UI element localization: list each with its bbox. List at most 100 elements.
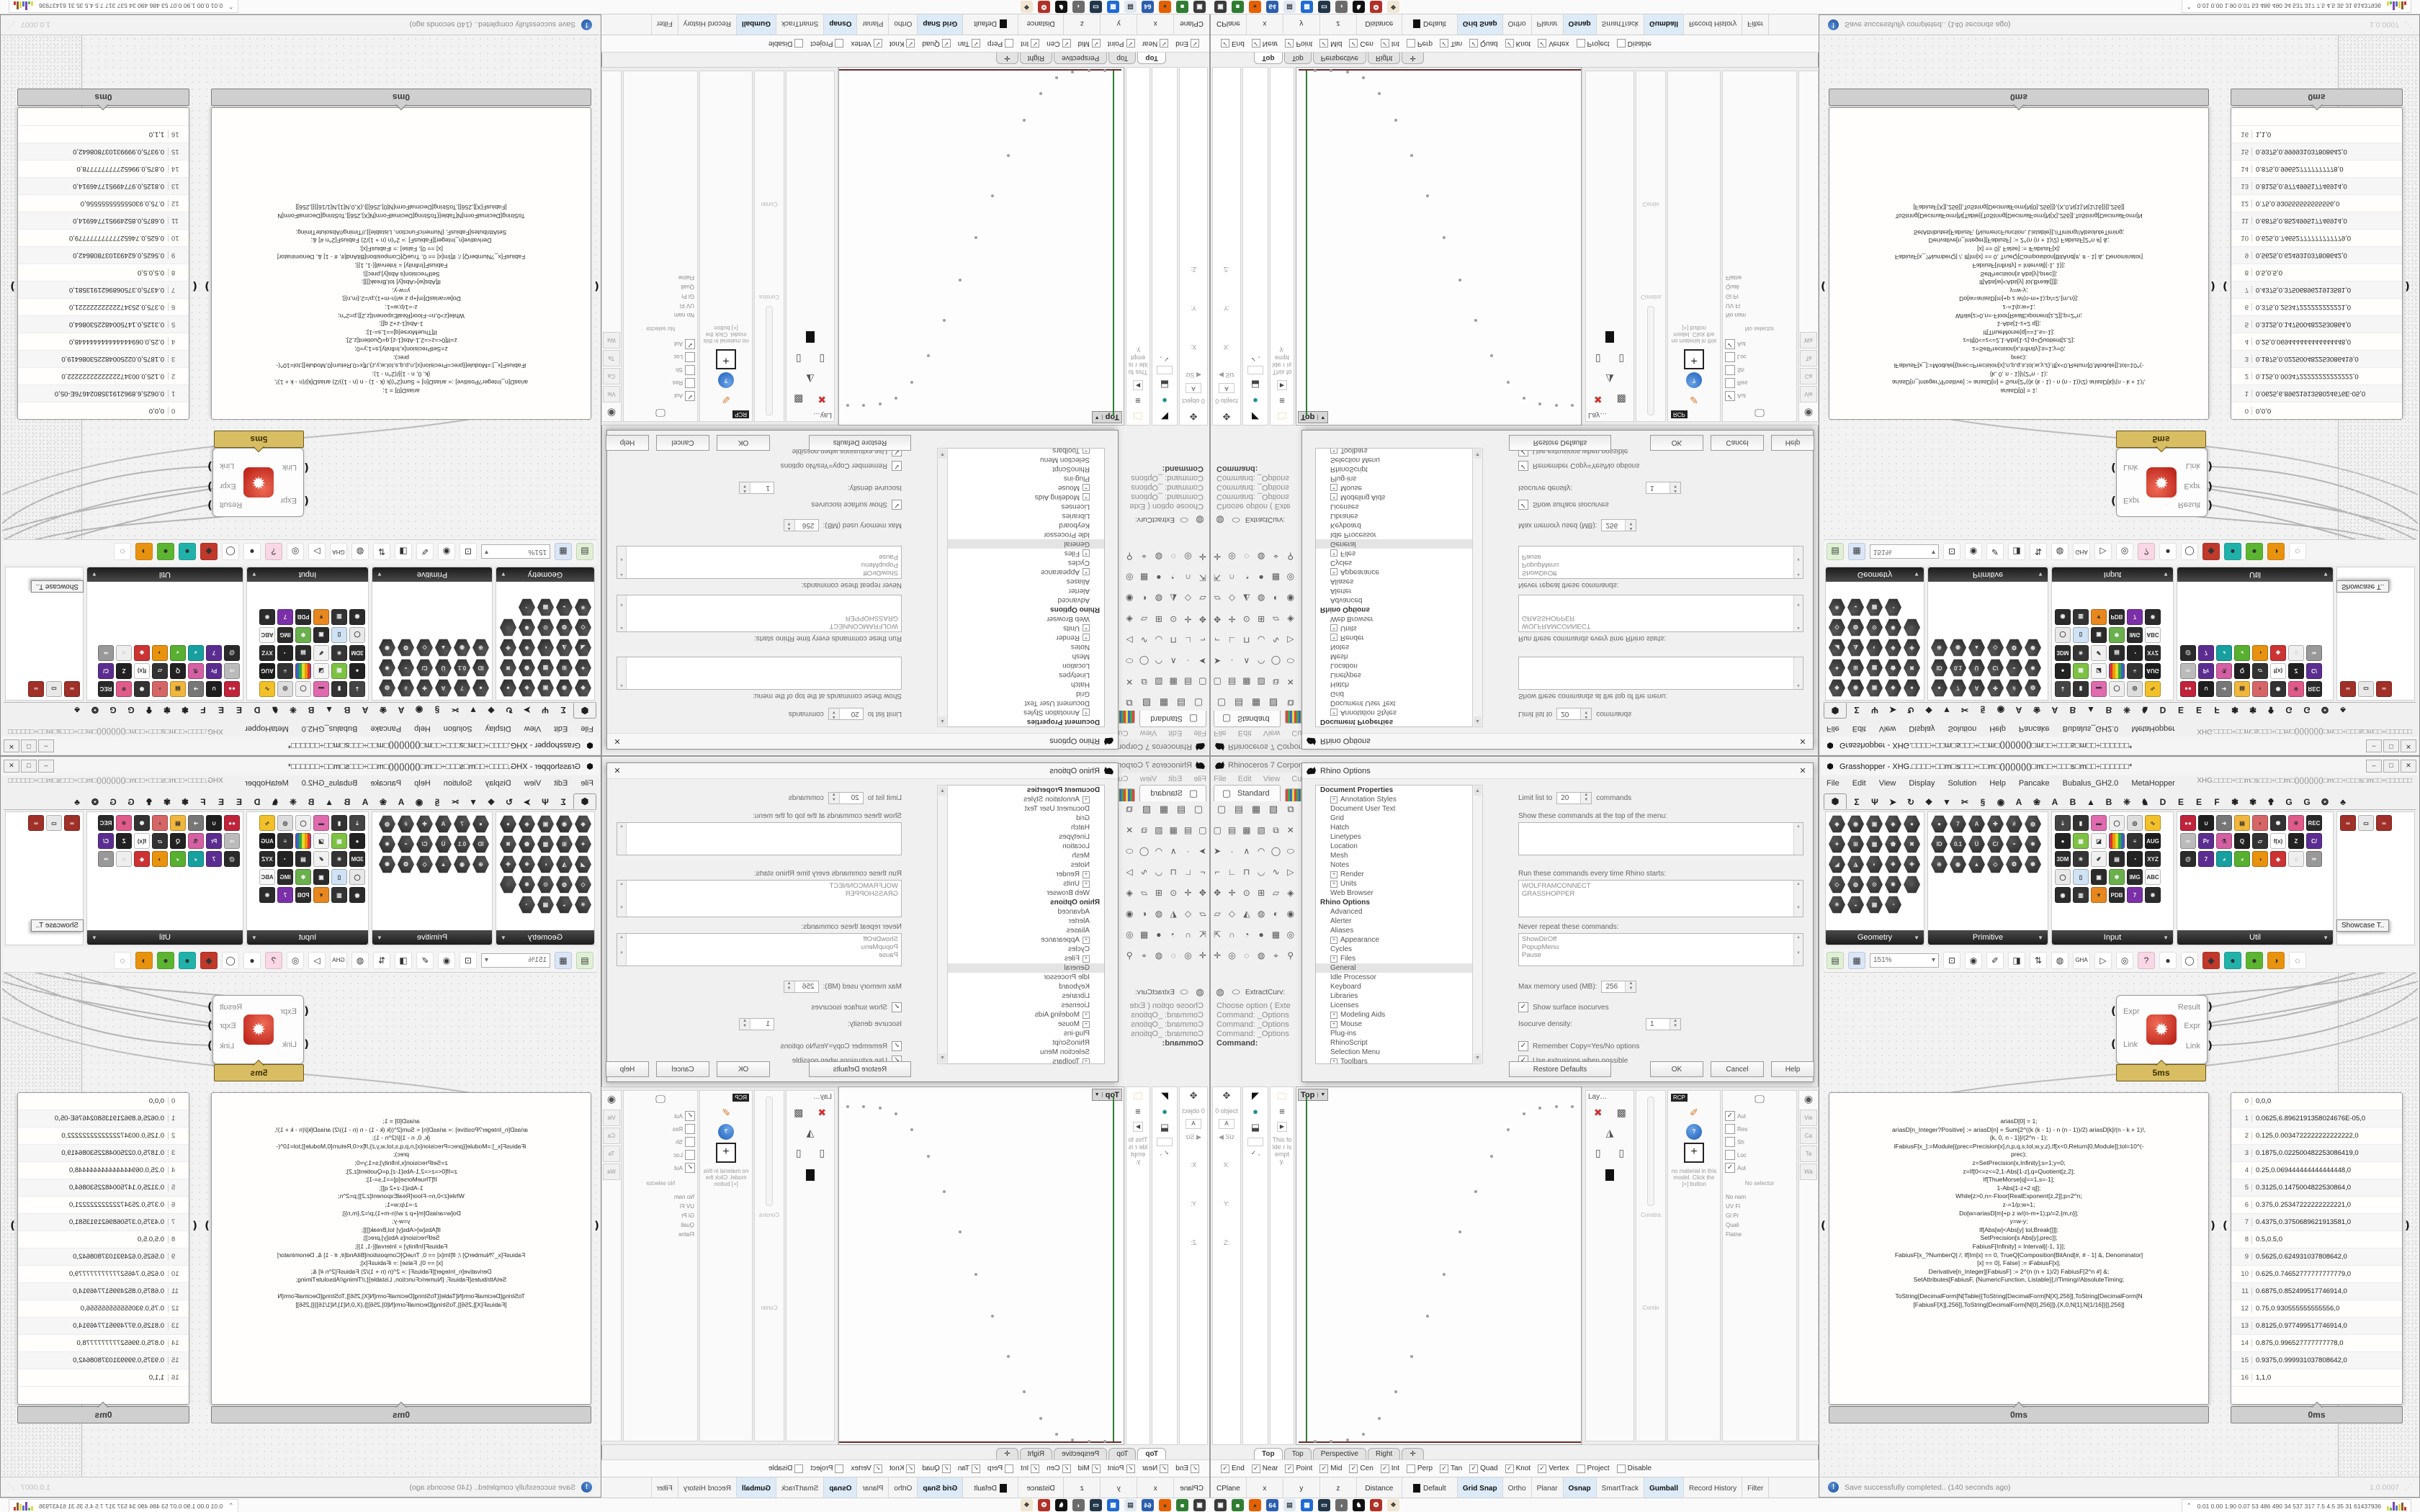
component-icon[interactable]: ◯ xyxy=(295,815,311,831)
textarea-scrollbar[interactable]: ▲ ▼ xyxy=(617,881,627,917)
expand-arrow[interactable]: ▶ xyxy=(1133,1122,1143,1132)
tool-icon[interactable]: ▱ xyxy=(1199,909,1206,919)
expand-plus-icon[interactable]: + xyxy=(1330,624,1337,632)
tool-icon[interactable]: ∧ xyxy=(1170,656,1177,666)
textarea-scrollbar[interactable]: ▲ ▼ xyxy=(1793,881,1803,917)
component-icon[interactable]: C/ xyxy=(1987,835,2004,853)
component-icon[interactable]: ∿ xyxy=(2145,681,2161,697)
add-material-button[interactable]: + xyxy=(1684,1143,1704,1163)
osnap-disable[interactable]: Disable xyxy=(1616,39,1652,48)
component-icon[interactable]: 3DM xyxy=(349,645,365,661)
component-icon[interactable]: ▯ xyxy=(331,627,347,643)
dock-check-aut[interactable]: ✓ Aut xyxy=(624,1110,697,1122)
expand-plus-icon[interactable]: + xyxy=(1083,549,1090,557)
tool-icon[interactable]: ▦ xyxy=(1139,930,1149,940)
component-icon[interactable]: @ xyxy=(2180,645,2196,661)
side-tab-ca[interactable]: Ca xyxy=(603,368,620,384)
component-icon[interactable]: A xyxy=(1968,815,1985,833)
component-icon[interactable]: ◮ xyxy=(1847,855,1864,873)
tool-icon[interactable]: ◈ xyxy=(1126,888,1133,898)
system-tray[interactable]: ⌃ 0.01 0.00 1.90 0.07 53 486 490 34 537 … xyxy=(2181,0,2411,13)
gh-tab-icon-8[interactable]: § xyxy=(434,797,440,807)
tree-item-alerter[interactable]: Alerter xyxy=(1316,917,1482,926)
osnap-checkbox[interactable]: ✓ xyxy=(941,39,951,48)
component-icon[interactable]: ▥ xyxy=(2073,887,2089,903)
tree-item-idle-processor[interactable]: Idle Processor xyxy=(938,973,1104,982)
save-file-icon[interactable]: ▦ xyxy=(1848,951,1865,969)
panel-output-arc[interactable]: ) xyxy=(10,1219,15,1232)
cat-app-icon[interactable]: ♞ xyxy=(1353,1,1365,13)
camera-icon[interactable]: ◉ xyxy=(606,408,617,419)
gh-tab-plugin-18[interactable]: ♣ xyxy=(2340,797,2346,807)
component-icon[interactable]: ✖ xyxy=(1904,835,1920,853)
toolbar-icon[interactable]: ⧉ xyxy=(1287,698,1294,708)
rhino-menu-edit[interactable]: Edit xyxy=(1237,729,1252,738)
component-icon[interactable]: ✳ xyxy=(2073,851,2089,867)
side-tab-ca[interactable]: Ca xyxy=(1800,368,1817,384)
component-icon[interactable]: ❂ xyxy=(398,639,414,657)
component-icon[interactable]: ⊕ xyxy=(1931,639,1948,657)
display-settings-icon[interactable]: ▦ xyxy=(1107,1499,1119,1511)
component-icon[interactable]: ● xyxy=(349,833,365,849)
component-icon[interactable]: f(x) xyxy=(2270,833,2286,849)
gh-tab-plugin-15[interactable]: G xyxy=(127,797,135,807)
limit-spinner[interactable]: 20 ▲ ▼ xyxy=(828,708,864,720)
tool-icon[interactable]: ◌ xyxy=(1244,552,1250,562)
component-icon[interactable]: ∞ xyxy=(64,681,80,697)
tree-item-modeling-aids[interactable]: + Modeling Aids xyxy=(938,1010,1104,1020)
tool-icon[interactable]: ▱ xyxy=(1140,888,1148,898)
expand-plus-icon[interactable]: + xyxy=(1083,870,1090,878)
dock-checkbox[interactable] xyxy=(1725,1137,1735,1147)
osnap-vertex[interactable]: ✓ Vertex xyxy=(1538,1464,1569,1473)
osnap-perp[interactable]: Perp xyxy=(987,39,1014,48)
component-icon[interactable]: ✚ xyxy=(500,639,516,657)
tool-icon[interactable]: ⊞ xyxy=(1258,888,1265,898)
component-icon[interactable]: ◉ xyxy=(1847,815,1864,833)
tree-item-libraries[interactable]: Libraries xyxy=(1316,511,1482,521)
osnap-tan[interactable]: ✓ Tan xyxy=(1440,1464,1462,1473)
osnap-checkbox[interactable]: ✓ xyxy=(1251,39,1260,48)
component-icon[interactable]: ≡ xyxy=(277,663,293,679)
component-icon[interactable]: REC xyxy=(98,681,114,697)
osnap-mid[interactable]: ✓ Mid xyxy=(1078,1464,1101,1473)
port-link-out[interactable]: Link xyxy=(220,462,235,470)
close-button[interactable]: ✕ xyxy=(2401,739,2416,752)
component-icon[interactable]: # xyxy=(398,679,414,697)
component-icon[interactable]: ▦ xyxy=(2073,663,2089,679)
rhino-menu-view[interactable]: View xyxy=(1263,774,1281,783)
osnap-mid[interactable]: ✓ Mid xyxy=(1078,39,1101,48)
tree-item-web-browser[interactable]: Web Browser xyxy=(1316,888,1482,898)
component-icon[interactable]: ◆ xyxy=(2270,851,2286,867)
component-icon[interactable]: @ xyxy=(224,851,240,867)
dock-checkbox[interactable] xyxy=(685,352,695,362)
paint-tool-icon[interactable]: ◮ xyxy=(806,374,815,385)
viewport-tab-top[interactable]: Top xyxy=(1283,53,1312,64)
tool-icon[interactable]: ▷ xyxy=(1126,635,1133,645)
port-expr-in[interactable]: Expr xyxy=(2123,496,2140,505)
component-icon[interactable]: ◑ xyxy=(152,645,168,661)
component-icon[interactable]: Q xyxy=(2234,663,2250,679)
component-icon[interactable]: C/ xyxy=(98,663,114,679)
side-tab-ca[interactable]: Ca xyxy=(1800,1128,1817,1144)
palette-footer-input[interactable]: Input ▼ xyxy=(247,567,368,582)
viewport-tab-perspective[interactable]: Perspective xyxy=(1312,53,1366,64)
tool-icon[interactable]: ⧉ xyxy=(1273,825,1279,835)
palette-app-icon[interactable]: ❖ xyxy=(1021,1499,1033,1511)
component-icon[interactable]: ◉ xyxy=(1847,679,1864,697)
save-file-icon[interactable]: ▦ xyxy=(555,951,572,969)
osnap-point[interactable]: ✓ Point xyxy=(1285,39,1312,48)
tree-item-toolbars[interactable]: + Toolbars xyxy=(1316,1057,1482,1063)
tree-item-idle-processor[interactable]: Idle Processor xyxy=(1316,973,1482,982)
component-icon[interactable]: ▬ xyxy=(313,681,329,697)
viewport-tab-✛[interactable]: ✛ xyxy=(996,1448,1018,1459)
component-icon[interactable]: ◉ xyxy=(2055,887,2071,903)
osnap-knot[interactable]: ✓ Knot xyxy=(1505,39,1531,48)
tree-item-units[interactable]: + Units xyxy=(938,879,1104,888)
osnap-checkbox[interactable]: ✓ xyxy=(1380,39,1389,48)
tool-icon[interactable]: ◈ xyxy=(1126,614,1133,624)
tool-icon[interactable]: ∩ xyxy=(1185,572,1191,582)
dock-check-aut[interactable]: ✓ Aut xyxy=(624,1161,697,1174)
viewport-tab-perspective[interactable]: Perspective xyxy=(1054,1448,1108,1459)
expand-plus-icon[interactable]: + xyxy=(1330,484,1337,492)
tree-item-grid[interactable]: Grid xyxy=(1316,814,1482,823)
